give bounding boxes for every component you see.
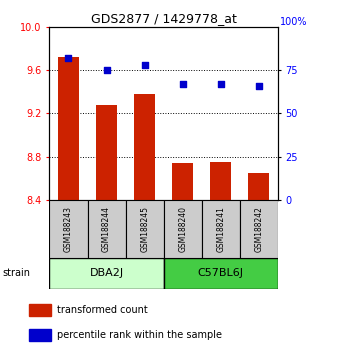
FancyBboxPatch shape xyxy=(202,200,240,258)
Point xyxy=(218,81,224,87)
Bar xyxy=(248,173,269,200)
Text: GSM188241: GSM188241 xyxy=(216,206,225,252)
Bar xyxy=(172,163,193,200)
Point xyxy=(256,83,262,88)
Point xyxy=(142,62,147,68)
Bar xyxy=(29,329,51,341)
Text: GSM188243: GSM188243 xyxy=(64,206,73,252)
Text: percentile rank within the sample: percentile rank within the sample xyxy=(57,330,222,339)
FancyBboxPatch shape xyxy=(164,258,278,289)
Text: DBA2J: DBA2J xyxy=(89,268,124,279)
Text: transformed count: transformed count xyxy=(57,305,148,315)
Text: GSM188245: GSM188245 xyxy=(140,206,149,252)
Text: 100%: 100% xyxy=(280,17,308,27)
Text: GSM188244: GSM188244 xyxy=(102,206,111,252)
FancyBboxPatch shape xyxy=(125,200,164,258)
FancyBboxPatch shape xyxy=(49,200,88,258)
FancyBboxPatch shape xyxy=(49,258,164,289)
FancyBboxPatch shape xyxy=(88,200,125,258)
FancyBboxPatch shape xyxy=(164,200,202,258)
Bar xyxy=(96,105,117,200)
Point xyxy=(104,67,109,73)
Bar xyxy=(134,94,155,200)
Text: GSM188242: GSM188242 xyxy=(254,206,263,252)
FancyBboxPatch shape xyxy=(240,200,278,258)
Bar xyxy=(29,304,51,316)
Bar xyxy=(58,57,79,200)
Bar xyxy=(210,162,231,200)
Point xyxy=(66,55,71,61)
Text: GSM188240: GSM188240 xyxy=(178,206,187,252)
Text: strain: strain xyxy=(2,268,30,279)
Title: GDS2877 / 1429778_at: GDS2877 / 1429778_at xyxy=(91,12,237,25)
Text: C57BL6J: C57BL6J xyxy=(198,268,244,279)
Point xyxy=(180,81,186,87)
